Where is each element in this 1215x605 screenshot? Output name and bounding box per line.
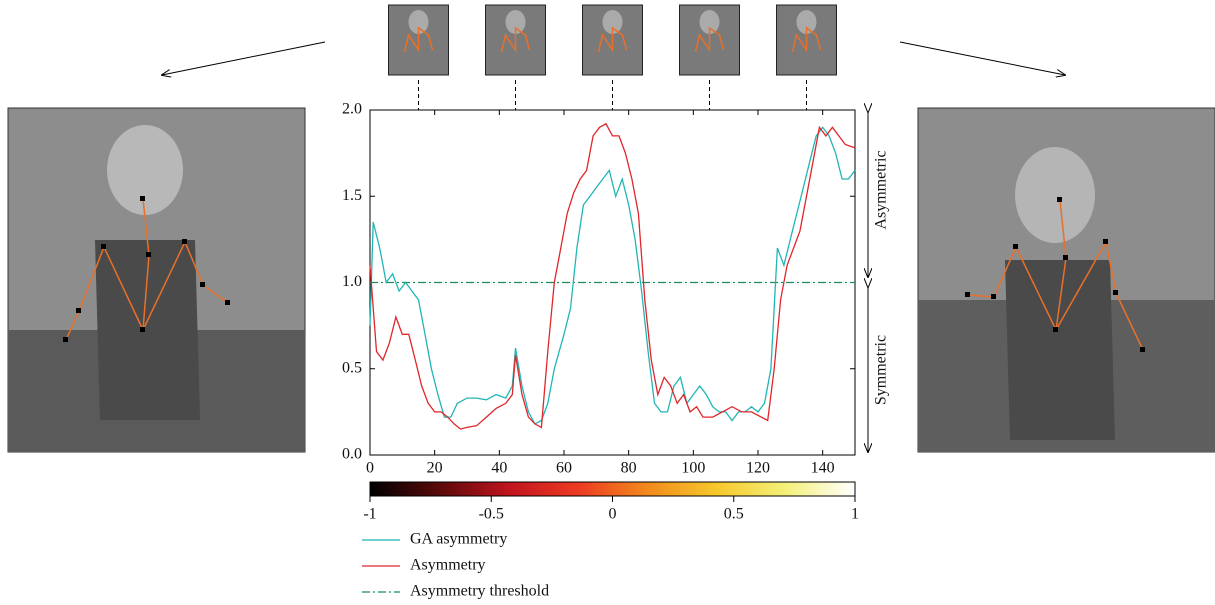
series-line bbox=[369, 122, 856, 430]
frame-thumbnail bbox=[679, 4, 740, 76]
series-line bbox=[369, 126, 856, 425]
thumbnail-skeleton bbox=[597, 26, 628, 53]
x-tick-label: 120 bbox=[746, 460, 770, 477]
right-photo bbox=[917, 107, 1215, 453]
colorbar-tick-label: -0.5 bbox=[479, 506, 504, 523]
thumbnail-head bbox=[408, 10, 429, 34]
legend-label: Asymmetry bbox=[410, 557, 486, 574]
y-tick-label: 1.0 bbox=[342, 273, 362, 290]
x-tick-label: 140 bbox=[811, 460, 835, 477]
thumbnail-skeleton bbox=[694, 26, 725, 53]
x-tick-label: 40 bbox=[491, 460, 507, 477]
y-tick-label: 0.5 bbox=[342, 359, 362, 376]
y-tick-label: 0.0 bbox=[342, 446, 362, 463]
frame-thumbnail bbox=[776, 4, 837, 76]
x-tick-label: 20 bbox=[427, 460, 443, 477]
arrow bbox=[899, 41, 1065, 75]
x-tick-label: 0 bbox=[366, 460, 374, 477]
x-tick-label: 60 bbox=[556, 460, 572, 477]
y-tick-label: 1.5 bbox=[342, 187, 362, 204]
legend-label: Asymmetry threshold bbox=[410, 583, 549, 600]
left-photo bbox=[7, 107, 306, 453]
frame-thumbnail bbox=[582, 4, 643, 76]
thumbnail-head bbox=[699, 10, 720, 34]
frame-thumbnail bbox=[485, 4, 546, 76]
thumbnail-skeleton bbox=[500, 26, 531, 53]
colorbar-tick-label: 0.5 bbox=[724, 506, 744, 523]
y-tick-label: 2.0 bbox=[342, 101, 362, 118]
region-label: Symmetric bbox=[873, 335, 890, 405]
frame-thumbnail bbox=[388, 4, 449, 76]
colorbar-tick-label: 1 bbox=[851, 506, 859, 523]
thumbnail-skeleton bbox=[791, 26, 822, 53]
x-tick-label: 100 bbox=[681, 460, 705, 477]
arrow bbox=[162, 41, 326, 75]
region-label: Asymmetric bbox=[873, 150, 890, 229]
thumbnail-head bbox=[505, 10, 526, 34]
thumbnail-skeleton bbox=[403, 26, 434, 53]
thumbnail-head bbox=[796, 10, 817, 34]
x-tick-label: 80 bbox=[621, 460, 637, 477]
colorbar-tick-label: -1 bbox=[363, 506, 376, 523]
thumbnail-head bbox=[602, 10, 623, 34]
colorbar bbox=[369, 481, 856, 497]
legend-label: GA asymmetry bbox=[410, 531, 507, 548]
colorbar-tick-label: 0 bbox=[609, 506, 617, 523]
